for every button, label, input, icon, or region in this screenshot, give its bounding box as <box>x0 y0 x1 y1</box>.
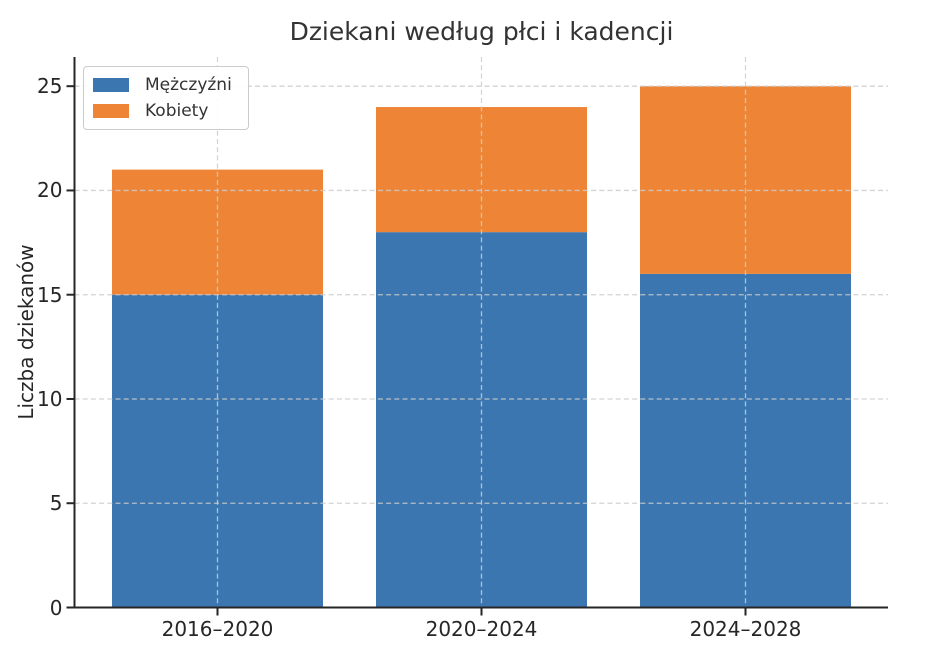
legend-swatch-kobiety-icon <box>93 104 129 118</box>
legend-item-kobiety: Kobiety <box>93 98 232 124</box>
legend-label-kobiety: Kobiety <box>145 101 209 121</box>
bar-segment-kobiety <box>376 107 587 233</box>
x-tick-label: 2020–2024 <box>425 616 538 641</box>
y-tick-label: 10 <box>37 386 63 411</box>
y-tick-label: 15 <box>37 282 63 307</box>
x-tick-label: 2016–2020 <box>161 616 274 641</box>
legend-item-mezczyzni: Mężczyźni <box>93 72 232 98</box>
y-tick-label: 0 <box>49 595 63 620</box>
legend: Mężczyźni Kobiety <box>83 66 249 130</box>
legend-swatch-mezczyzni-icon <box>93 78 129 92</box>
x-tick-label: 2024–2028 <box>689 616 802 641</box>
y-tick-label: 25 <box>37 74 63 99</box>
chart-title: Dziekani według płci i kadencji <box>289 17 674 46</box>
legend-label-mezczyzni: Mężczyźni <box>145 75 232 95</box>
y-tick-label: 20 <box>37 178 63 203</box>
y-tick-label: 5 <box>49 491 63 516</box>
